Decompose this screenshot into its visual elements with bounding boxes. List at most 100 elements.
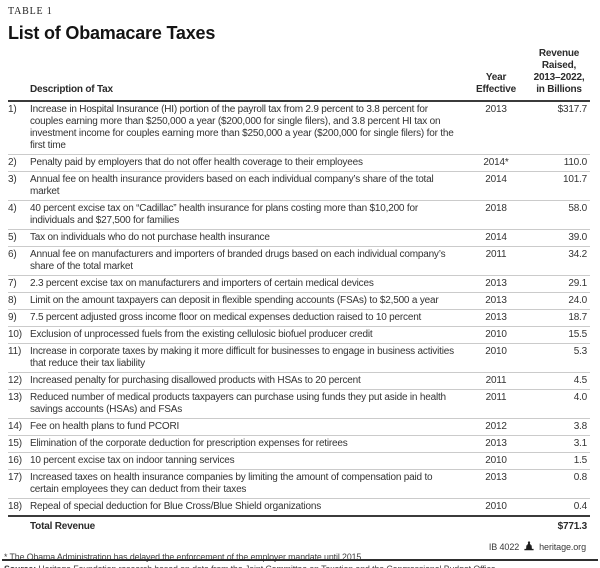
table-row: 13) Reduced number of medical products t… — [8, 389, 590, 419]
row-number: 13) — [8, 392, 22, 403]
row-number: 15) — [8, 438, 22, 449]
footer-credit: IB 4022 heritage.org — [489, 541, 586, 553]
row-number: 2) — [8, 157, 17, 168]
header-description: Description of Tax — [30, 84, 113, 95]
row-number: 14) — [8, 421, 22, 432]
website-link[interactable]: heritage.org — [539, 542, 586, 552]
revenue-value: 3.8 — [573, 421, 588, 432]
footnote-source: Source: Heritage Foundation research bas… — [4, 564, 592, 568]
table-row: 17) Increased taxes on health insurance … — [8, 469, 590, 499]
tax-description: Annual fee on manufacturers and importer… — [30, 249, 446, 272]
revenue-value: 58.0 — [568, 203, 587, 214]
table-row: 12) Increased penalty for purchasing dis… — [8, 372, 590, 390]
footnotes: * The Obama Administration has delayed t… — [4, 552, 592, 568]
year-effective: 2010 — [485, 329, 507, 340]
tax-description: Tax on individuals who do not purchase h… — [30, 232, 270, 243]
revenue-value: 39.0 — [568, 232, 587, 243]
tax-description: Elimination of the corporate deduction f… — [30, 438, 348, 449]
header-row: Description of Tax Year Effective Revenu… — [8, 46, 590, 101]
row-number: 18) — [8, 501, 22, 512]
year-effective: 2012 — [485, 421, 507, 432]
tax-description: 40 percent excise tax on “Cadillac” heal… — [30, 203, 418, 226]
tax-table-header: Description of Tax Year Effective Revenu… — [8, 46, 590, 101]
revenue-value: 4.5 — [573, 375, 588, 386]
year-effective: 2014 — [485, 232, 507, 243]
revenue-value: 110.0 — [563, 157, 587, 168]
revenue-value: 0.4 — [573, 501, 588, 512]
row-number: 4) — [8, 203, 17, 214]
source-label: Source: — [4, 564, 36, 568]
tax-description: Increased penalty for purchasing disallo… — [30, 375, 361, 386]
table-row: 16) 10 percent excise tax on indoor tann… — [8, 452, 590, 470]
tax-description: Reduced number of medical products taxpa… — [30, 392, 446, 415]
table-row: 9) 7.5 percent adjusted gross income flo… — [8, 309, 590, 327]
header-number-spacer — [8, 46, 30, 101]
revenue-value: 5.3 — [573, 346, 588, 357]
tax-description: Penalty paid by employers that do not of… — [30, 157, 363, 168]
table-row: 11) Increase in corporate taxes by makin… — [8, 343, 590, 373]
table-row: 7) 2.3 percent excise tax on manufacture… — [8, 275, 590, 293]
tax-description: Repeal of special deduction for Blue Cro… — [30, 501, 322, 512]
table-row: 10) Exclusion of unprocessed fuels from … — [8, 326, 590, 344]
tax-description: Increase in Hospital Insurance (HI) port… — [30, 104, 454, 151]
tax-description: Exclusion of unprocessed fuels from the … — [30, 329, 373, 340]
tax-description: Fee on health plans to fund PCORI — [30, 421, 180, 432]
revenue-value: 29.1 — [568, 278, 587, 289]
revenue-value: 3.1 — [573, 438, 588, 449]
row-number: 8) — [8, 295, 17, 306]
revenue-value: 4.0 — [573, 392, 588, 403]
total-number-spacer — [8, 516, 30, 537]
row-number: 11) — [8, 346, 22, 357]
header-revenue-raised: Revenue Raised, 2013–2022, in Billions — [533, 48, 585, 95]
row-number: 9) — [8, 312, 17, 323]
year-effective: 2013 — [485, 312, 507, 323]
year-effective: 2011 — [485, 375, 507, 386]
row-number: 5) — [8, 232, 17, 243]
doc-id: IB 4022 — [488, 542, 520, 552]
tax-description: Annual fee on health insurance providers… — [30, 174, 434, 197]
year-effective: 2010 — [485, 501, 507, 512]
year-effective: 2014 — [485, 174, 507, 185]
table-row: 4) 40 percent excise tax on “Cadillac” h… — [8, 200, 590, 230]
total-row: Total Revenue $771.3 — [8, 516, 590, 537]
total-label: Total Revenue — [30, 521, 96, 532]
year-effective: 2014* — [483, 157, 509, 168]
revenue-value: 24.0 — [568, 295, 587, 306]
year-effective: 2013 — [485, 278, 507, 289]
table-row: 3) Annual fee on health insurance provid… — [8, 171, 590, 201]
year-effective: 2013 — [485, 295, 507, 306]
tax-description: 7.5 percent adjusted gross income floor … — [30, 312, 422, 323]
year-effective: 2013 — [485, 104, 507, 115]
tax-description: Increased taxes on health insurance comp… — [30, 472, 433, 495]
row-number: 6) — [8, 249, 17, 260]
table-row: 5) Tax on individuals who do not purchas… — [8, 229, 590, 247]
revenue-value: 18.7 — [568, 312, 587, 323]
tax-description: 2.3 percent excise tax on manufacturers … — [30, 278, 374, 289]
tax-table: Description of Tax Year Effective Revenu… — [8, 46, 590, 537]
table-row: 15) Elimination of the corporate deducti… — [8, 435, 590, 453]
row-number: 10) — [8, 329, 22, 340]
year-effective: 2010 — [485, 455, 507, 466]
tax-description: Increase in corporate taxes by making it… — [30, 346, 454, 369]
tax-description: 10 percent excise tax on indoor tanning … — [30, 455, 235, 466]
table-row: 18) Repeal of special deduction for Blue… — [8, 498, 590, 517]
total-value: $771.3 — [557, 521, 588, 532]
table-row: 6) Annual fee on manufacturers and impor… — [8, 246, 590, 276]
row-number: 17) — [8, 472, 22, 483]
table-label: TABLE 1 — [8, 6, 53, 17]
row-number: 12) — [8, 375, 22, 386]
year-effective: 2013 — [485, 438, 507, 449]
table-row: 8) Limit on the amount taxpayers can dep… — [8, 292, 590, 310]
revenue-value: 101.7 — [562, 174, 587, 185]
year-effective: 2011 — [485, 392, 507, 403]
tax-table-body: 1) Increase in Hospital Insurance (HI) p… — [8, 101, 590, 516]
year-effective: 2013 — [485, 472, 507, 483]
page-title: List of Obamacare Taxes — [8, 23, 216, 43]
footnote-asterisk: * The Obama Administration has delayed t… — [4, 552, 364, 562]
table-row: 2) Penalty paid by employers that do not… — [8, 154, 590, 172]
row-number: 1) — [8, 104, 17, 115]
year-effective: 2018 — [485, 203, 507, 214]
revenue-value: 34.2 — [568, 249, 587, 260]
heritage-bell-tower-icon — [524, 541, 534, 553]
